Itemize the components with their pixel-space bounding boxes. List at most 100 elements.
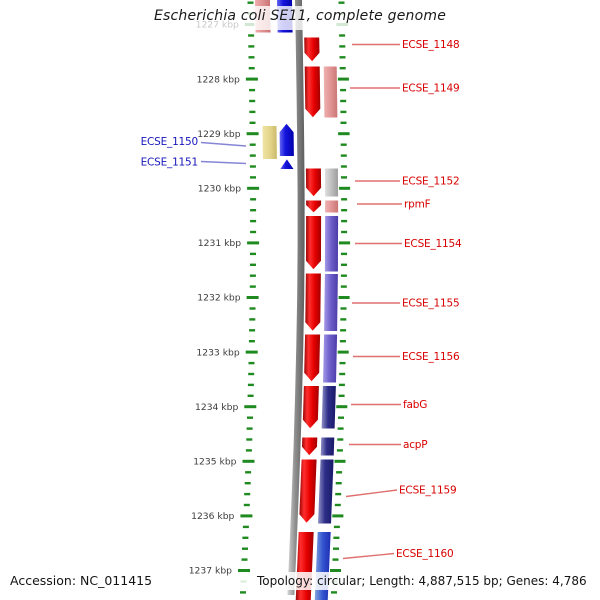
major-tick-left [245, 77, 258, 81]
minor-tick-right [339, 340, 346, 343]
minor-tick-right [335, 492, 342, 496]
ruler-label: 1234 kbp [195, 402, 238, 413]
major-tick-right [329, 569, 341, 572]
minor-tick-left [249, 307, 256, 310]
minor-tick-right [333, 525, 340, 529]
ruler-label: 1237 kbp [189, 566, 232, 577]
ECSE_1151-gene[interactable] [278, 157, 296, 170]
ECSE_1149-func[interactable] [322, 65, 339, 119]
ECSE_1152-gene[interactable] [304, 167, 323, 198]
minor-tick-right [340, 329, 347, 332]
rpmF-gene[interactable] [305, 199, 323, 214]
major-tick-left [244, 405, 257, 409]
minor-tick-right [341, 252, 347, 256]
minor-tick-left [248, 67, 255, 70]
gene-label-ECSE_1148[interactable]: ECSE_1148 [402, 39, 460, 51]
minor-tick-left [249, 110, 256, 114]
gene-label-ECSE_1155[interactable]: ECSE_1155 [402, 298, 460, 310]
minor-tick-right [339, 372, 346, 376]
major-tick-right [338, 186, 351, 190]
backbone [287, 0, 305, 595]
minor-tick-right [339, 361, 346, 365]
major-tick-right [337, 77, 349, 81]
minor-tick-left [248, 45, 255, 48]
major-tick-left [247, 186, 260, 190]
gene-label-acpP[interactable]: acpP [403, 439, 428, 451]
major-tick-left [240, 514, 253, 518]
minor-tick-right [333, 536, 340, 539]
gene-label-ECSE_1160[interactable]: ECSE_1160 [396, 548, 454, 560]
leader-line-ECSE_1159 [345, 489, 398, 498]
minor-tick-left [246, 438, 253, 441]
minor-tick-left [245, 449, 252, 452]
gene-label-ECSE_1150[interactable]: ECSE_1150 [141, 136, 199, 148]
minor-tick-right [340, 99, 347, 103]
minor-tick-right [334, 503, 341, 507]
ECSE_1154-func[interactable] [323, 215, 340, 273]
gene-label-ECSE_1156[interactable]: ECSE_1156 [402, 351, 460, 363]
gene-label-ECSE_1151[interactable]: ECSE_1151 [141, 157, 199, 169]
minor-tick-left [250, 198, 257, 201]
ECSE_1152-func[interactable] [323, 167, 340, 198]
ECSE_1155-gene[interactable] [304, 272, 322, 333]
accession-text: Accession: NC_011415 [10, 573, 153, 588]
minor-tick-left [248, 34, 255, 37]
minor-tick-left [249, 88, 256, 92]
minor-tick-left [249, 318, 256, 321]
minor-tick-left [249, 121, 256, 124]
ECSE_1149-gene[interactable] [303, 65, 322, 119]
minor-tick-left [244, 482, 251, 485]
ECSE_1155-func[interactable] [323, 273, 339, 332]
major-tick-right [334, 459, 346, 463]
major-tick-left [247, 241, 260, 245]
minor-tick-left [247, 383, 254, 387]
ECSE_1154-gene[interactable] [304, 215, 323, 271]
gene-label-fabG[interactable]: fabG [403, 399, 427, 411]
ECSE_1150-gene[interactable] [278, 122, 295, 157]
ECSE_1159-gene[interactable] [298, 458, 318, 525]
acpP-gene[interactable] [300, 436, 319, 457]
minor-tick-left [247, 394, 254, 397]
ECSE_1159-func[interactable] [316, 458, 335, 525]
leader-line-ECSE_1160 [342, 552, 395, 560]
ECSE_1148-gene[interactable] [303, 36, 321, 63]
minor-tick-right [340, 318, 347, 321]
gene-label-ECSE_1154[interactable]: ECSE_1154 [404, 238, 462, 250]
ECSE_1150-func[interactable] [261, 125, 278, 160]
genome-title: Escherichia coli SE11, complete genome [153, 8, 447, 24]
gene-label-ECSE_1159[interactable]: ECSE_1159 [399, 485, 457, 497]
minor-tick-left [249, 165, 256, 168]
minor-tick-left [250, 230, 257, 234]
minor-tick-right [340, 154, 347, 157]
minor-tick-right [336, 449, 343, 452]
minor-tick-right [340, 274, 347, 277]
minor-tick-left [247, 1, 254, 4]
gene-label-ECSE_1149[interactable]: ECSE_1149 [402, 83, 460, 95]
minor-tick-left [244, 492, 251, 496]
ruler-label: 1235 kbp [193, 457, 236, 468]
minor-tick-left [247, 416, 253, 419]
minor-tick-right [331, 591, 337, 594]
rpmF-func[interactable] [324, 199, 340, 214]
ruler-label: 1231 kbp [198, 238, 241, 249]
major-tick-left [246, 132, 259, 136]
status-bar-background [0, 572, 600, 590]
minor-tick-left [240, 591, 246, 594]
minor-tick-right [339, 56, 346, 59]
fabG-gene[interactable] [301, 385, 320, 430]
title-background [150, 6, 462, 30]
ECSE_1156-func[interactable] [321, 333, 339, 384]
minor-tick-right [338, 383, 345, 387]
minor-tick-right [337, 438, 344, 441]
acpP-func[interactable] [319, 436, 336, 457]
ECSE_1156-gene[interactable] [303, 333, 322, 383]
fabG-func[interactable] [320, 385, 337, 430]
minor-tick-right [341, 209, 348, 212]
minor-tick-left [249, 274, 256, 277]
gene-label-rpmF[interactable]: rpmF [404, 199, 431, 211]
minor-tick-left [250, 252, 256, 256]
gene-label-ECSE_1152[interactable]: ECSE_1152 [402, 176, 460, 188]
minor-tick-left [242, 547, 248, 550]
minor-tick-right [339, 34, 346, 37]
